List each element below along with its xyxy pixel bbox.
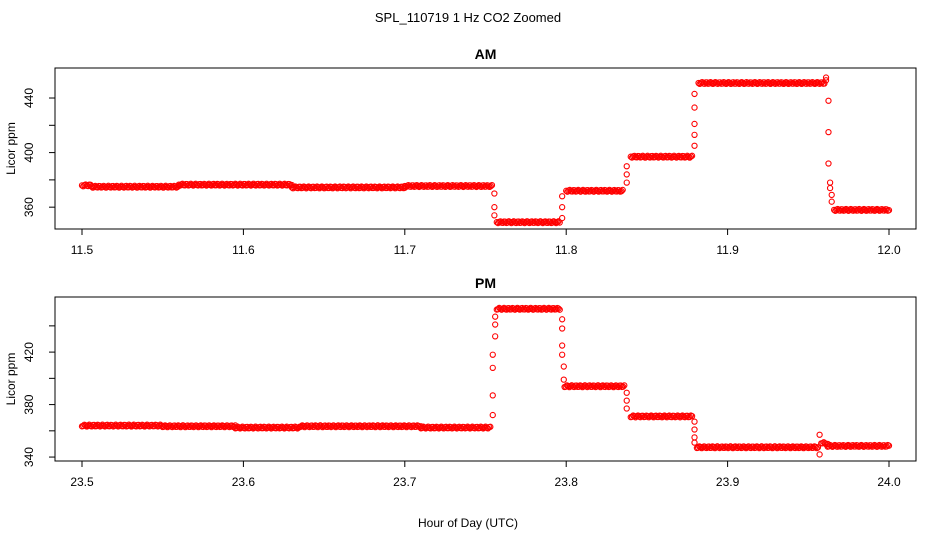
- data-point: [688, 413, 696, 420]
- am-panel: AM 11.5 11.6 11.7 11.8 11.9 12.0 360 400 440 Licor…: [4, 46, 917, 257]
- data-point: [559, 214, 566, 222]
- y-tick-label: 420: [22, 342, 36, 362]
- data-point: [691, 434, 698, 441]
- x-tick-label: 23.8: [555, 475, 579, 489]
- data-point: [619, 383, 627, 390]
- x-tick-label: 11.9: [716, 243, 739, 257]
- x-tick-label: 11.7: [394, 243, 417, 257]
- data-point: [623, 397, 630, 404]
- y-tick-label: 340: [22, 447, 36, 467]
- data-point: [555, 218, 562, 225]
- data-point: [691, 426, 698, 433]
- data-point: [691, 90, 698, 98]
- data-point: [623, 389, 630, 396]
- x-tick-label: 12.0: [877, 243, 901, 257]
- data-point: [489, 392, 496, 399]
- data-points: [78, 304, 893, 458]
- y-tick-label: 380: [22, 394, 36, 414]
- data-point: [623, 179, 630, 186]
- plot-frame: [54, 296, 917, 462]
- y-tick-label: 400: [22, 142, 36, 162]
- data-point: [885, 442, 893, 449]
- y-tick-label: 440: [22, 88, 36, 108]
- data-point: [825, 160, 832, 167]
- x-axis-label: Hour of Day (UTC): [418, 516, 518, 530]
- data-point: [559, 193, 566, 200]
- data-point: [491, 212, 498, 219]
- data-point: [491, 190, 498, 197]
- x-tick-label: 23.6: [232, 475, 256, 489]
- y-axis-label: Licor ppm: [4, 122, 18, 175]
- data-point: [492, 321, 499, 328]
- data-point: [560, 376, 567, 383]
- data-point: [559, 325, 566, 332]
- data-point: [828, 191, 835, 199]
- data-point: [487, 423, 494, 430]
- data-point: [691, 120, 698, 128]
- data-point: [691, 142, 698, 149]
- data-point: [492, 333, 499, 340]
- data-point: [560, 363, 567, 370]
- data-point: [555, 305, 562, 312]
- x-tick-label: 11.5: [71, 243, 94, 257]
- data-point: [492, 313, 499, 320]
- data-point: [826, 179, 834, 186]
- figure-title: SPL_110719 1 Hz CO2 Zoomed: [375, 10, 561, 25]
- data-point: [487, 182, 494, 190]
- data-point: [491, 204, 498, 211]
- y-axis-label: Licor ppm: [4, 353, 18, 406]
- panel-title: PM: [475, 275, 496, 291]
- x-tick-label: 11.6: [232, 243, 255, 257]
- data-point: [489, 351, 496, 358]
- data-point: [822, 74, 830, 81]
- panel-title: AM: [475, 46, 497, 62]
- x-tick-label: 11.8: [555, 243, 578, 257]
- data-point: [685, 153, 692, 160]
- data-point: [489, 411, 496, 419]
- plot-frame: [54, 67, 917, 230]
- data-point: [559, 351, 566, 358]
- x-tick-label: 23.5: [70, 475, 94, 489]
- data-point: [691, 104, 698, 111]
- data-point: [822, 77, 830, 84]
- data-point: [816, 431, 823, 438]
- data-point: [885, 207, 893, 214]
- data-point: [821, 80, 828, 87]
- data-point: [623, 171, 630, 178]
- data-point: [559, 316, 566, 323]
- data-point: [559, 342, 566, 349]
- x-tick-label: 23.9: [716, 475, 740, 489]
- data-point: [556, 306, 563, 313]
- data-point: [814, 444, 822, 451]
- x-tick-label: 23.7: [393, 475, 417, 489]
- data-point: [691, 418, 698, 425]
- data-point: [623, 405, 630, 412]
- data-point: [621, 382, 628, 389]
- data-point: [489, 364, 496, 371]
- data-point: [828, 198, 835, 205]
- data-point: [688, 152, 696, 159]
- data-point: [826, 184, 834, 192]
- data-point: [485, 182, 492, 189]
- data-point: [812, 443, 819, 451]
- data-point: [691, 439, 698, 446]
- data-point: [825, 128, 832, 136]
- data-point: [619, 186, 626, 194]
- data-point: [618, 187, 625, 195]
- data-points: [78, 74, 893, 227]
- y-tick-label: 360: [22, 197, 36, 217]
- data-point: [488, 181, 496, 189]
- data-point: [825, 97, 832, 104]
- data-point: [559, 204, 566, 211]
- pm-panel: PM 23.5 23.6 23.7 23.8 23.9 24.0 340 380 420 Licor…: [4, 275, 917, 489]
- data-point: [691, 131, 698, 139]
- data-point: [816, 451, 823, 458]
- x-tick-label: 24.0: [877, 475, 901, 489]
- data-point: [623, 163, 630, 170]
